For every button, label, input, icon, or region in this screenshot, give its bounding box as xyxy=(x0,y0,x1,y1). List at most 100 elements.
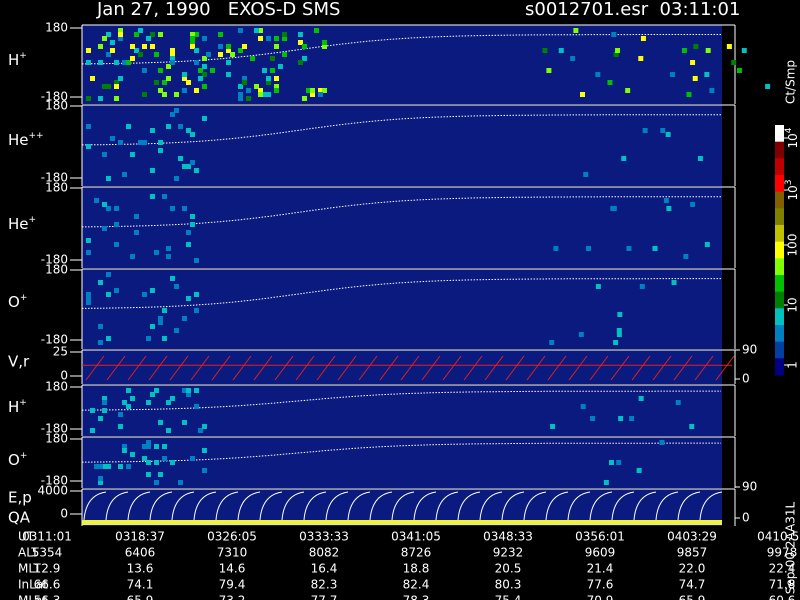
velocity-trace xyxy=(232,355,252,381)
count-cell xyxy=(118,32,123,37)
count-cell xyxy=(553,246,559,251)
count-cell xyxy=(150,288,155,293)
count-cell xyxy=(138,28,143,33)
count-cell xyxy=(198,68,203,73)
count-cell xyxy=(142,44,147,49)
energy-trace xyxy=(369,491,393,521)
file-time: s0012701.esr 03:11:01 xyxy=(525,0,740,20)
count-cell xyxy=(158,32,163,37)
velocity-trace xyxy=(715,355,735,381)
panel-background xyxy=(82,385,722,436)
count-cell xyxy=(697,156,703,161)
count-cell xyxy=(660,128,666,133)
energy-trace xyxy=(347,491,371,521)
velocity-trace xyxy=(547,355,567,381)
row-value: 0356:01 xyxy=(575,530,625,544)
count-cell xyxy=(314,28,319,33)
colorbar-label: 1 xyxy=(786,361,800,369)
colorbar-label-base: 10 xyxy=(786,133,800,148)
energy-trace xyxy=(611,491,635,521)
velocity-trace xyxy=(127,355,147,381)
count-cell xyxy=(94,464,99,469)
count-cell xyxy=(626,246,632,251)
count-cell xyxy=(202,72,207,77)
panel-label-base: O xyxy=(8,451,20,469)
row-value: 0311:01 xyxy=(22,530,72,544)
count-cell xyxy=(258,88,263,93)
count-cell xyxy=(182,388,187,393)
colorbar-label: 10 xyxy=(786,297,800,312)
count-cell xyxy=(690,60,696,65)
y-tick-label: 180 xyxy=(45,263,68,277)
count-cell xyxy=(638,396,644,401)
count-cell xyxy=(274,76,279,81)
velocity-trace xyxy=(421,355,441,381)
count-cell xyxy=(322,88,327,93)
count-cell xyxy=(542,48,548,53)
velocity-trace xyxy=(211,355,231,381)
count-cell xyxy=(146,36,151,41)
count-cell xyxy=(118,412,123,417)
row-value: 8726 xyxy=(401,546,432,560)
count-cell xyxy=(102,36,107,41)
count-cell xyxy=(102,400,107,405)
colorbar-step xyxy=(775,308,784,326)
count-cell xyxy=(182,72,187,77)
count-cell xyxy=(254,84,259,89)
count-cell xyxy=(90,76,95,81)
count-cell xyxy=(683,254,689,259)
count-cell xyxy=(118,424,123,429)
count-cell xyxy=(322,40,327,45)
count-cell xyxy=(158,148,163,153)
row-value: 18.8 xyxy=(403,562,430,576)
count-cell xyxy=(186,164,191,169)
count-cell xyxy=(202,56,207,61)
energy-trace xyxy=(171,491,195,521)
panel-label-base: O xyxy=(8,293,20,311)
count-cell xyxy=(302,96,307,101)
colorbar-unit: Ct/Smp xyxy=(784,60,798,104)
y-tick-label: 4000 xyxy=(37,484,68,498)
velocity-trace xyxy=(358,355,378,381)
velocity-trace xyxy=(505,355,525,381)
count-cell xyxy=(590,416,596,421)
count-cell xyxy=(258,28,263,33)
count-cell xyxy=(298,40,303,45)
count-cell xyxy=(98,340,103,345)
count-cell xyxy=(150,324,155,329)
count-cell xyxy=(162,456,167,461)
count-cell xyxy=(170,460,175,465)
count-cell xyxy=(194,404,199,409)
velocity-trace xyxy=(169,355,189,381)
row-value: 12.9 xyxy=(34,562,61,576)
row-value: 13.6 xyxy=(127,562,154,576)
count-cell xyxy=(158,320,163,325)
count-cell xyxy=(278,64,283,69)
row-value: 65.9 xyxy=(127,594,154,600)
panel-label-sup: + xyxy=(19,398,27,408)
count-cell xyxy=(585,246,591,251)
count-cell xyxy=(86,300,91,305)
count-cell xyxy=(166,254,171,259)
row-value: 74.7 xyxy=(679,578,706,592)
panel-label: He++ xyxy=(8,131,44,149)
count-cell xyxy=(110,48,115,53)
colorbar-step xyxy=(775,291,784,309)
count-cell xyxy=(318,92,323,97)
count-cell xyxy=(210,68,215,73)
count-cell xyxy=(675,400,681,405)
count-cell xyxy=(190,132,195,137)
count-cell xyxy=(194,308,199,313)
colorbar-step xyxy=(775,341,784,359)
count-cell xyxy=(106,206,111,211)
count-cell xyxy=(583,172,589,177)
count-cell xyxy=(114,288,119,293)
row-value: 0326:05 xyxy=(207,530,257,544)
count-cell xyxy=(98,280,103,285)
right-tick-label: 0 xyxy=(742,511,750,525)
panel-label-sup: + xyxy=(29,215,37,225)
count-cell xyxy=(122,60,127,65)
count-cell xyxy=(146,444,151,449)
count-cell xyxy=(158,88,163,93)
panel-background xyxy=(82,105,722,186)
